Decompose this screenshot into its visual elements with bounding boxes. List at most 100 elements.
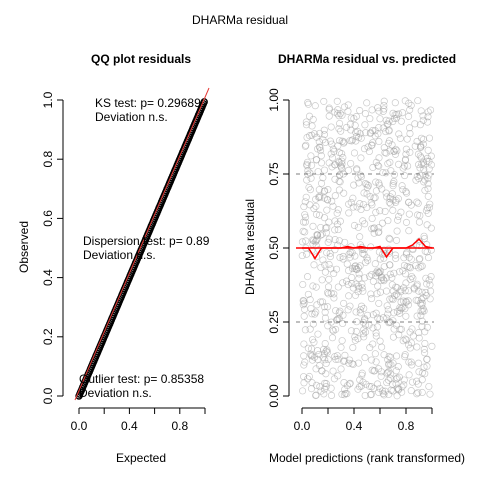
residual-point xyxy=(327,150,335,158)
residual-point xyxy=(313,301,321,309)
residual-point xyxy=(337,163,345,171)
residual-point xyxy=(361,121,369,129)
residual-point xyxy=(301,218,309,226)
residual-point xyxy=(384,306,392,314)
residual-point xyxy=(394,216,402,224)
residual-point xyxy=(380,101,388,110)
residual-point xyxy=(339,153,347,161)
residual-point xyxy=(396,304,404,312)
residual-point xyxy=(381,148,389,157)
residual-point xyxy=(325,104,333,112)
residual-y-tick-label: 0.25 xyxy=(267,310,281,334)
residual-point xyxy=(317,159,326,167)
residual-point xyxy=(360,304,368,313)
residual-point xyxy=(314,145,322,153)
residual-point xyxy=(398,109,407,117)
residual-point xyxy=(329,202,337,210)
residual-point xyxy=(333,209,341,217)
residual-point xyxy=(323,249,331,257)
residual-point xyxy=(426,295,434,303)
residual-point xyxy=(300,379,308,387)
residual-point xyxy=(368,366,376,374)
residual-point xyxy=(356,130,364,138)
residual-point xyxy=(328,326,337,334)
residual-point xyxy=(300,352,308,360)
residual-point xyxy=(367,356,376,364)
residual-point xyxy=(307,385,316,393)
residual-point xyxy=(331,161,339,169)
residual-point xyxy=(351,291,360,299)
residual-point xyxy=(324,238,332,246)
residual-point xyxy=(405,210,413,218)
residual-point xyxy=(393,227,401,235)
residual-point xyxy=(421,328,429,336)
residual-point xyxy=(318,230,326,238)
residual-point xyxy=(422,292,430,300)
residual-point xyxy=(346,356,354,364)
residual-point xyxy=(300,361,308,369)
qq-y-tick-label: 1.0 xyxy=(41,91,55,108)
residual-point xyxy=(332,316,341,324)
residual-point xyxy=(345,166,353,174)
residual-point xyxy=(361,109,369,118)
residual-point xyxy=(412,176,420,184)
residual-point xyxy=(360,145,369,153)
residual-point xyxy=(339,252,347,261)
residual-point xyxy=(375,388,383,396)
residual-point xyxy=(307,345,316,353)
residual-point xyxy=(310,261,318,269)
residual-point xyxy=(299,387,307,395)
residual-point xyxy=(333,110,342,118)
residual-point xyxy=(335,149,344,157)
residual-point xyxy=(372,358,380,366)
residual-point xyxy=(385,376,393,384)
residual-point xyxy=(331,226,339,234)
residual-point xyxy=(350,181,358,189)
qq-y-tick-label: 0.6 xyxy=(41,210,55,227)
residual-point xyxy=(421,370,429,378)
residual-point xyxy=(417,154,425,162)
residual-point xyxy=(321,187,329,195)
residual-point xyxy=(402,312,410,320)
residual-point xyxy=(350,114,358,123)
residual-point xyxy=(315,211,323,219)
residual-point xyxy=(378,185,386,193)
residual-point xyxy=(361,315,369,323)
residual-point xyxy=(389,317,397,325)
residual-point xyxy=(340,139,348,147)
residual-point xyxy=(326,249,334,258)
residual-point xyxy=(354,174,362,182)
residual-y-tick-label: 0.50 xyxy=(267,236,281,260)
residual-point xyxy=(375,162,383,170)
residual-point xyxy=(354,288,362,296)
residual-point xyxy=(410,285,418,293)
residual-point xyxy=(390,309,398,317)
residual-point xyxy=(351,121,359,129)
residual-point xyxy=(402,145,410,153)
residual-point xyxy=(399,337,407,345)
residual-point xyxy=(421,349,429,357)
residual-y-tick-label: 1.00 xyxy=(267,88,281,112)
residual-point xyxy=(302,237,310,245)
residual-point xyxy=(389,295,397,304)
residual-point xyxy=(394,363,402,371)
residual-point xyxy=(379,169,387,177)
residual-point xyxy=(360,246,368,254)
residual-point xyxy=(414,199,422,207)
residual-point xyxy=(319,174,327,182)
residual-point xyxy=(361,328,370,336)
residual-point xyxy=(361,391,369,400)
residual-point xyxy=(306,201,314,209)
residual-point xyxy=(415,287,423,295)
residual-point xyxy=(336,254,344,262)
residual-point xyxy=(407,358,415,366)
residual-point xyxy=(315,186,323,194)
residual-point xyxy=(323,206,331,214)
residual-point xyxy=(320,97,328,105)
residual-point xyxy=(381,207,389,215)
residual-point xyxy=(312,283,320,291)
residual-point xyxy=(376,384,384,392)
residual-point xyxy=(418,376,426,384)
residual-point xyxy=(373,380,382,388)
residual-point xyxy=(398,182,406,190)
